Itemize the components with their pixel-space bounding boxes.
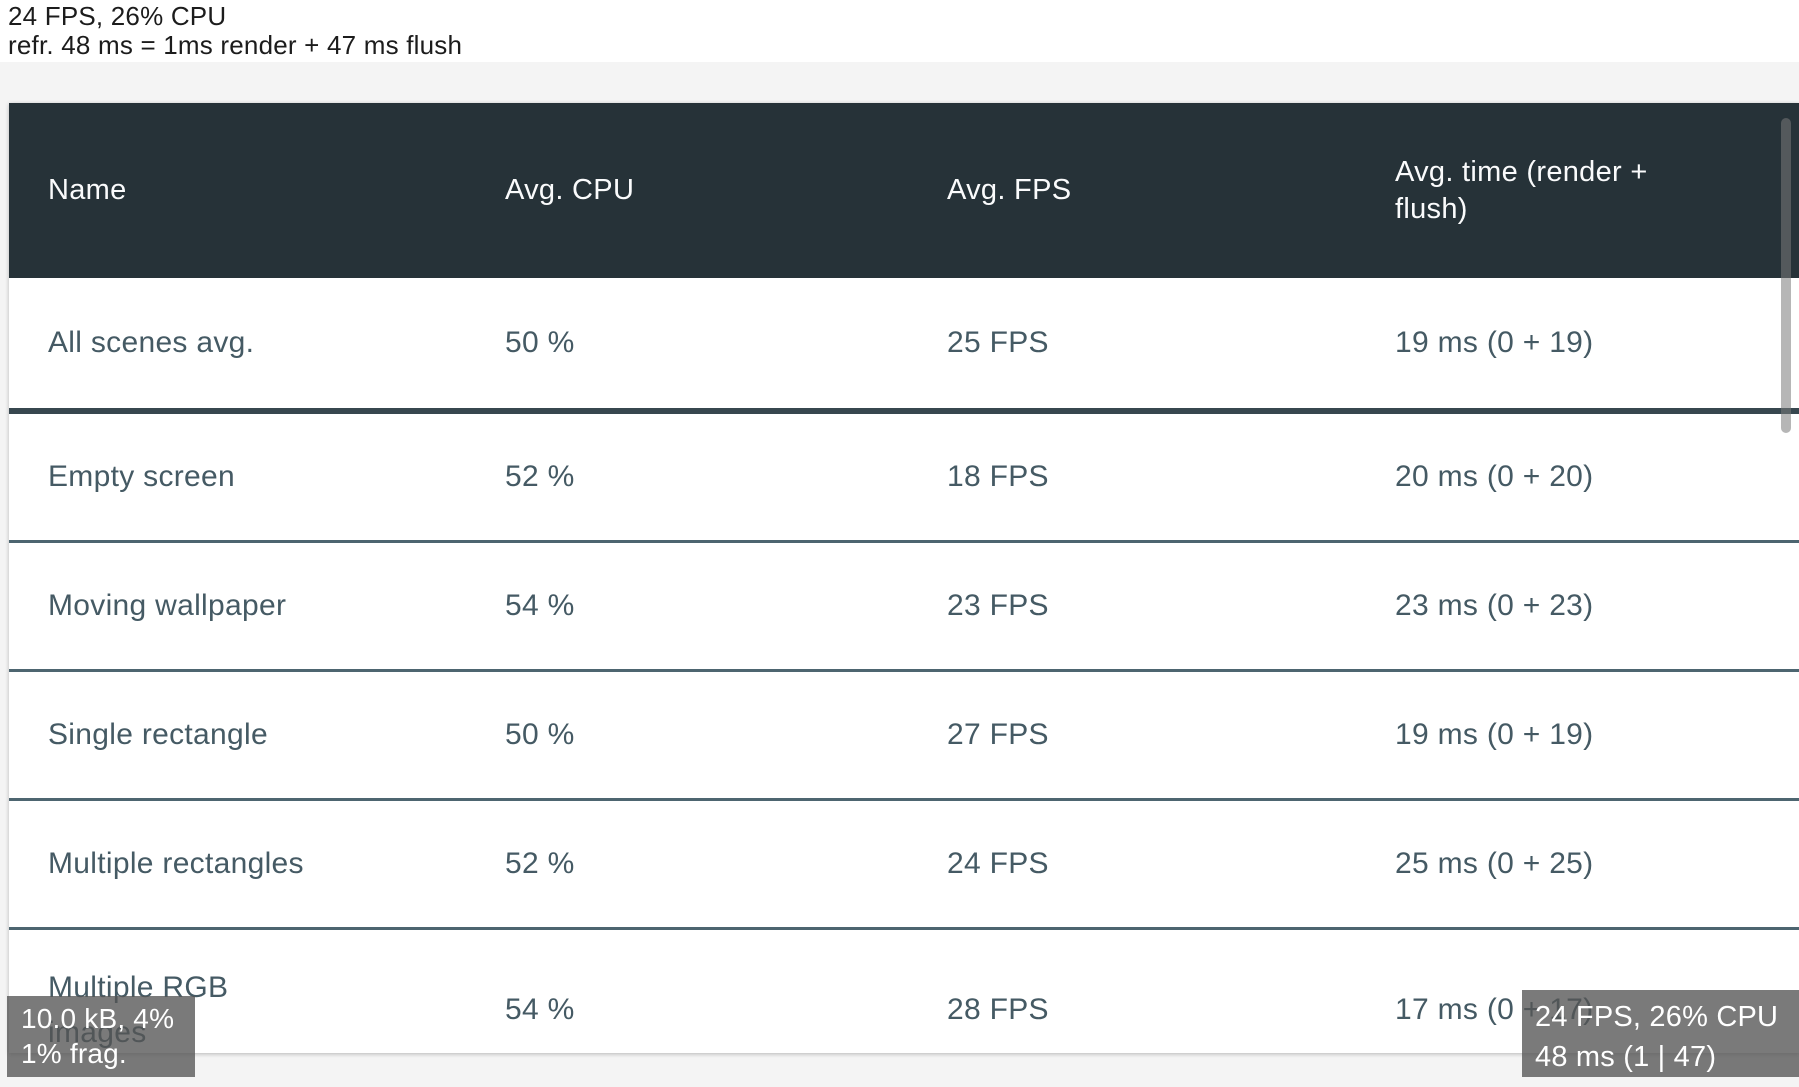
table-header-row: Name Avg. CPU Avg. FPS Avg. time (render… xyxy=(9,103,1799,278)
name-cell: Single rectangle xyxy=(48,718,268,751)
name-cell: Multiple rectangles xyxy=(48,847,304,880)
time-cell: 19 ms (0 + 19) xyxy=(1395,326,1594,359)
fps-cpu-line: 24 FPS, 26% CPU xyxy=(8,1,227,31)
name-cell: Moving wallpaper xyxy=(48,589,287,622)
column-header-avg-time: Avg. time (render + flush) xyxy=(1356,154,1799,228)
column-header-avg-time-label: Avg. time (render + flush) xyxy=(1395,155,1648,225)
fps-cell: 27 FPS xyxy=(947,718,1049,751)
refresh-time-line: refr. 48 ms = 1ms render + 47 ms flush xyxy=(8,30,463,60)
fps-cell: 23 FPS xyxy=(947,589,1049,622)
fps-cell: 28 FPS xyxy=(947,993,1049,1026)
table-row-single-rectangle: Single rectangle 50 % 27 FPS 19 ms (0 + … xyxy=(9,672,1799,801)
table-row-empty-screen: Empty screen 52 % 18 FPS 20 ms (0 + 20) xyxy=(9,414,1799,543)
cpu-cell: 52 % xyxy=(505,847,575,880)
table-row-moving-wallpaper: Moving wallpaper 54 % 23 FPS 23 ms (0 + … xyxy=(9,543,1799,672)
table-row-multiple-rectangles: Multiple rectangles 52 % 24 FPS 25 ms (0… xyxy=(9,801,1799,930)
top-strip: 24 FPS, 26% CPU refr. 48 ms = 1ms render… xyxy=(0,0,1799,62)
memory-hud-overlay: 10.0 kB, 4% 1% frag. xyxy=(7,996,195,1077)
benchmark-table-card: Name Avg. CPU Avg. FPS Avg. time (render… xyxy=(9,103,1799,1053)
time-cell: 23 ms (0 + 23) xyxy=(1395,589,1594,622)
fps-cell: 25 FPS xyxy=(947,326,1049,359)
table-row-all-scenes-avg: All scenes avg. 50 % 25 FPS 19 ms (0 + 1… xyxy=(9,278,1799,414)
cpu-cell: 52 % xyxy=(505,460,575,493)
time-cell: 19 ms (0 + 19) xyxy=(1395,718,1594,751)
fps-cell: 24 FPS xyxy=(947,847,1049,880)
column-header-avg-fps: Avg. FPS xyxy=(947,174,1072,206)
performance-readout: 24 FPS, 26% CPU refr. 48 ms = 1ms render… xyxy=(0,0,1799,60)
name-cell: Empty screen xyxy=(48,460,235,493)
fps-cpu-line: 24 FPS, 26% CPU xyxy=(1535,1001,1779,1033)
frame-time-line: 48 ms (1 | 47) xyxy=(1535,1041,1717,1073)
time-cell: 20 ms (0 + 20) xyxy=(1395,460,1594,493)
name-cell: All scenes avg. xyxy=(48,326,255,359)
fps-cell: 18 FPS xyxy=(947,460,1049,493)
fps-hud-overlay: 24 FPS, 26% CPU 48 ms (1 | 47) xyxy=(1522,990,1799,1077)
cpu-cell: 54 % xyxy=(505,993,575,1026)
cpu-cell: 50 % xyxy=(505,326,575,359)
cpu-cell: 50 % xyxy=(505,718,575,751)
column-header-avg-cpu: Avg. CPU xyxy=(505,174,635,206)
column-header-name: Name xyxy=(48,174,127,206)
cpu-cell: 54 % xyxy=(505,589,575,622)
memory-usage-line: 10.0 kB, 4% xyxy=(21,1003,175,1034)
fragmentation-line: 1% frag. xyxy=(21,1038,127,1069)
scrollbar-thumb[interactable] xyxy=(1781,118,1791,433)
time-cell: 25 ms (0 + 25) xyxy=(1395,847,1594,880)
